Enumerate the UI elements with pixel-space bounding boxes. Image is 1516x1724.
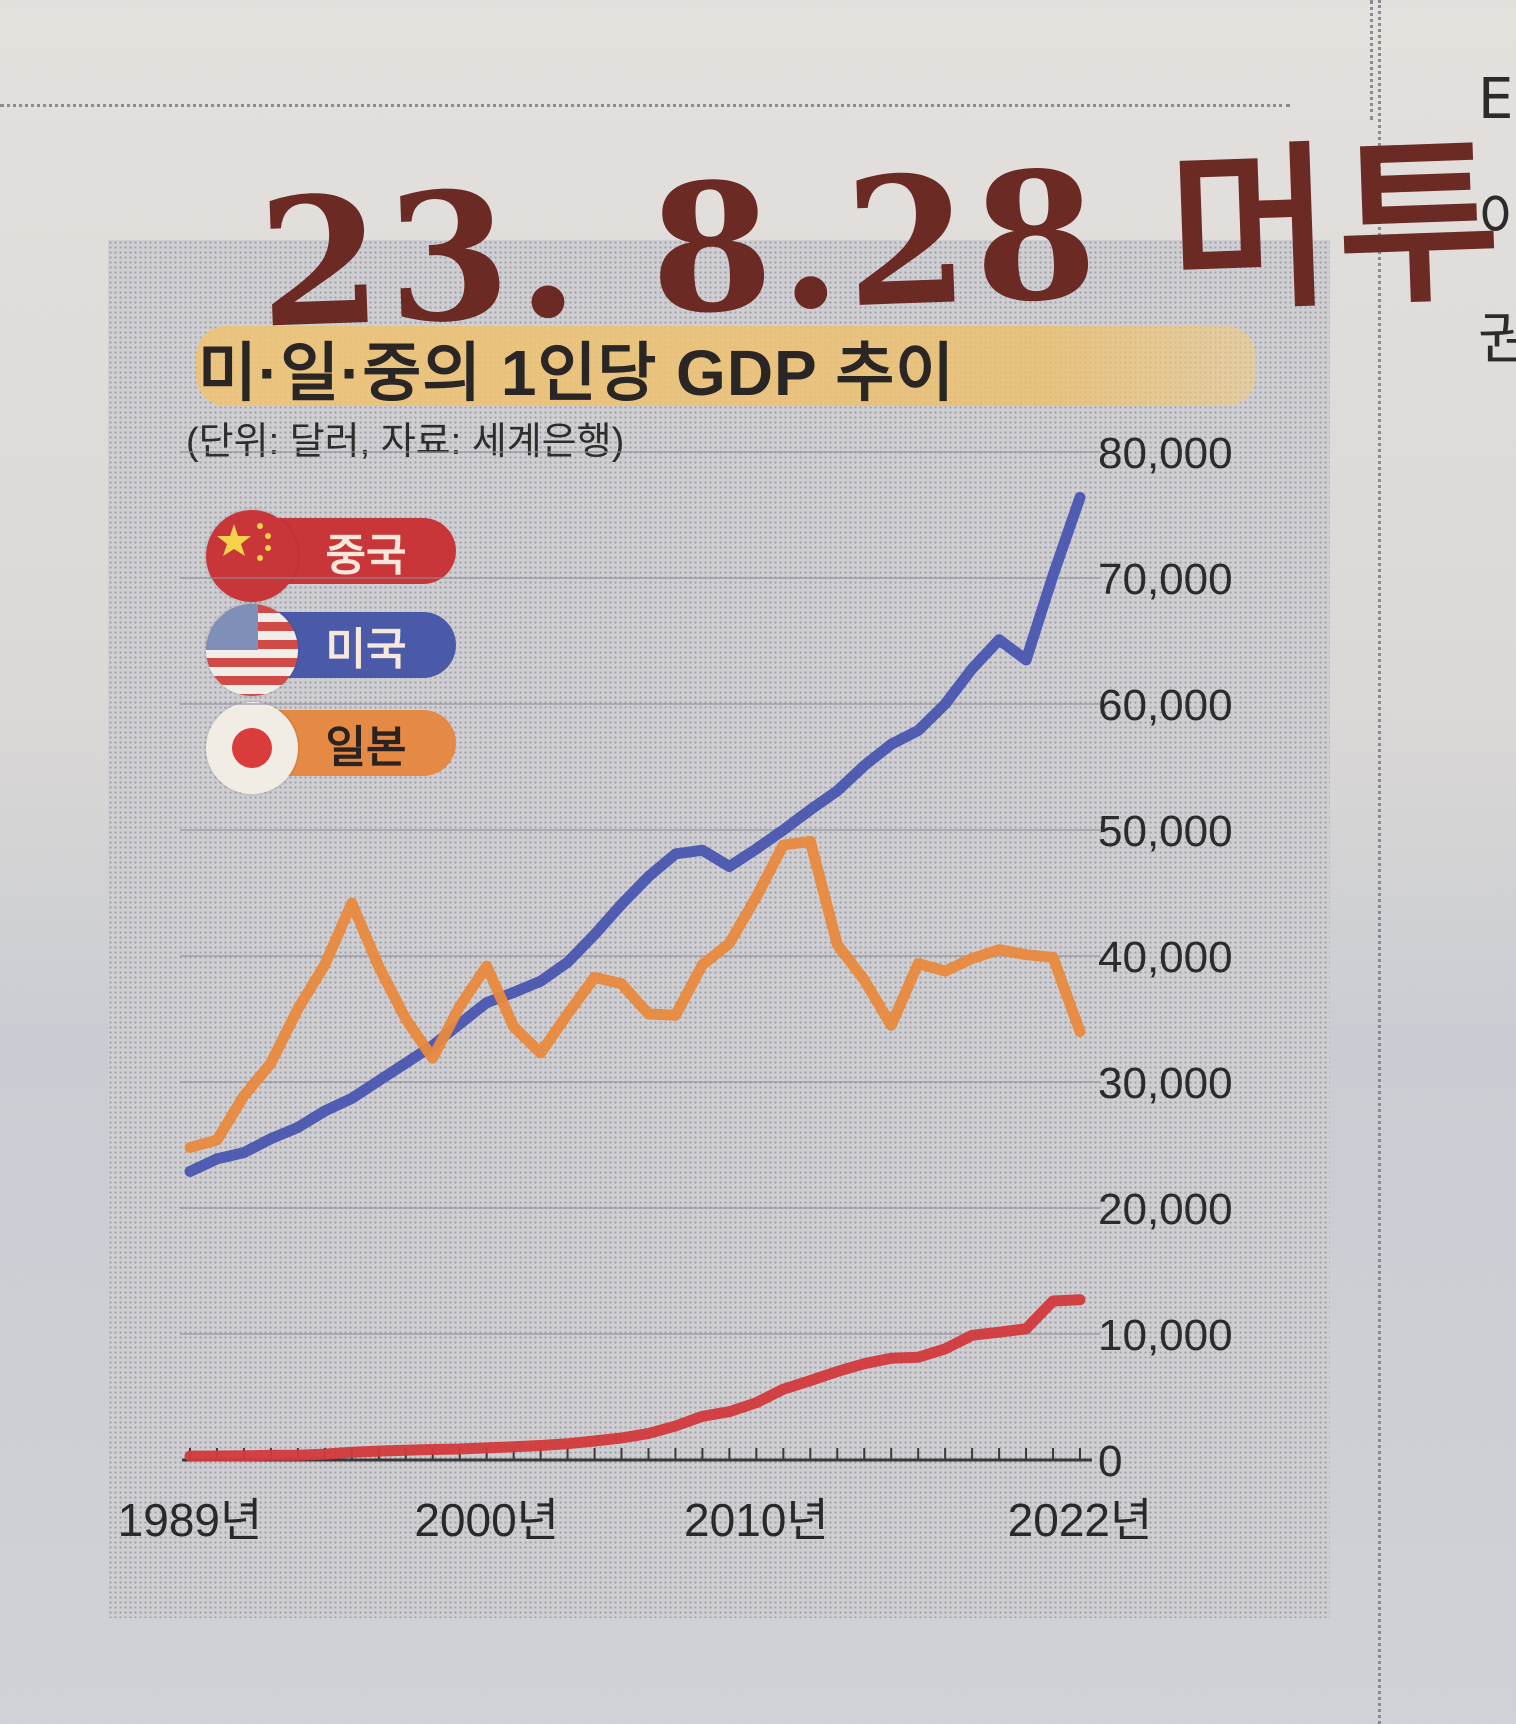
y-tick-label: 60,000	[1098, 681, 1233, 730]
y-tick-label: 80,000	[1098, 429, 1233, 478]
side-glyph: 권	[1478, 307, 1516, 372]
column-dotted-rule	[1378, 0, 1381, 1724]
chart-panel	[108, 240, 1330, 1618]
side-glyph: E	[1478, 67, 1514, 132]
china-flag-icon	[206, 510, 298, 602]
side-glyph: 이	[1478, 187, 1516, 252]
usa-flag-icon	[206, 604, 298, 696]
top-dotted-rule-vertical	[1370, 0, 1373, 120]
y-tick-label: 40,000	[1098, 933, 1233, 982]
series-line-0	[184, 1294, 1086, 1462]
y-tick-label: 70,000	[1098, 555, 1233, 604]
x-tick-label: 2000년	[414, 1494, 559, 1546]
chart-title: 미·일·중의 1인당 GDP 추이	[198, 337, 956, 409]
japan-flag-icon	[206, 702, 298, 794]
y-tick-label: 0	[1098, 1437, 1122, 1486]
x-tick-label: 2022년	[1008, 1494, 1153, 1546]
y-tick-label: 10,000	[1098, 1311, 1233, 1360]
title-highlight	[196, 326, 1256, 406]
x-tick-label: 1989년	[118, 1494, 263, 1546]
series-line-1	[184, 491, 1086, 1177]
series-line-2	[184, 835, 1086, 1153]
legend-item-usa: 미국	[206, 604, 466, 696]
top-dotted-rule	[0, 104, 1290, 107]
x-tick-label: 2010년	[684, 1494, 829, 1546]
legend-item-china: 중국	[206, 510, 466, 602]
legend-item-japan: 일본	[206, 702, 466, 794]
adjacent-column-text: E 이 권	[1478, 40, 1516, 400]
y-tick-label: 30,000	[1098, 1059, 1233, 1108]
y-tick-label: 20,000	[1098, 1185, 1233, 1234]
chart-subtitle: (단위: 달러, 자료: 세계은행)	[186, 421, 625, 463]
y-tick-label: 50,000	[1098, 807, 1233, 856]
